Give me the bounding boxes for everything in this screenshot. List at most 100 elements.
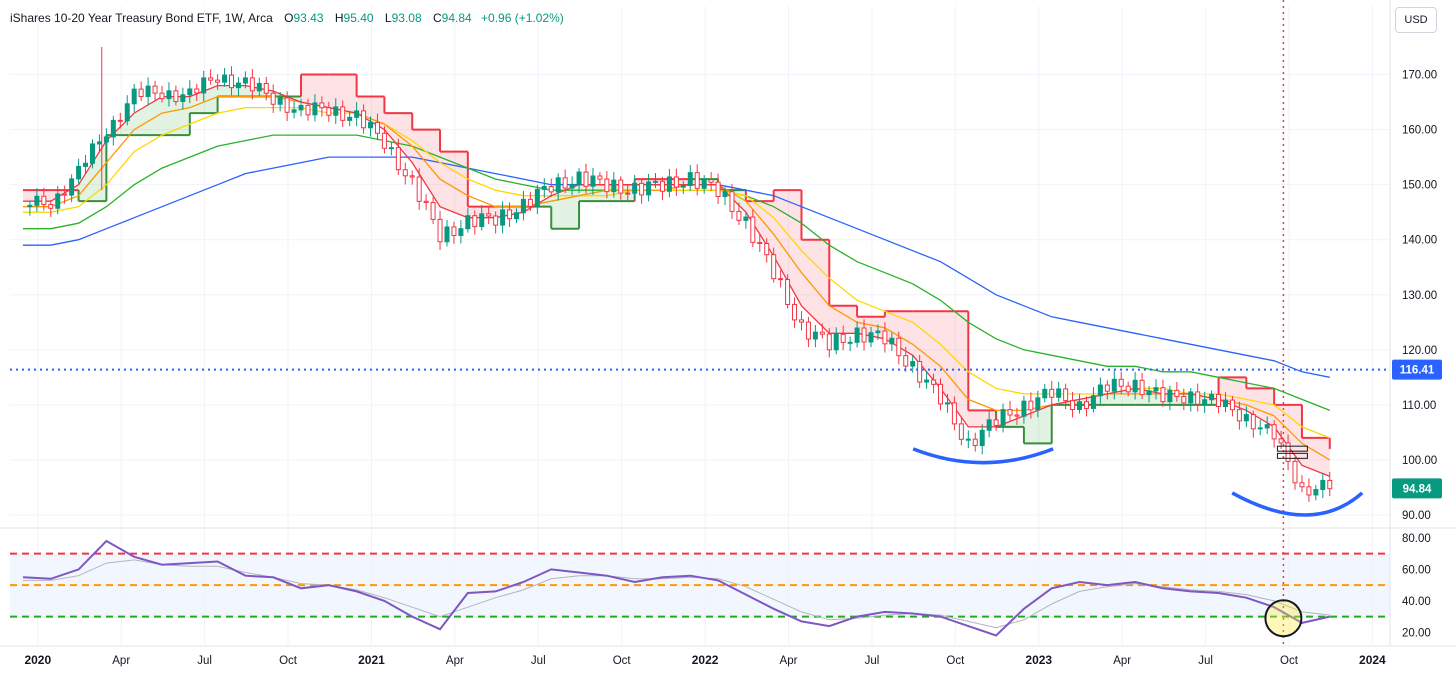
y-tick-label: 130.00 bbox=[1402, 290, 1437, 302]
candle-body bbox=[1132, 379, 1138, 393]
candle-body bbox=[395, 147, 401, 171]
candle-body bbox=[1222, 399, 1228, 407]
candle-body bbox=[847, 341, 853, 344]
candle-body bbox=[882, 330, 888, 345]
candle-body bbox=[326, 107, 332, 116]
candle-body bbox=[437, 218, 443, 243]
candle-body bbox=[896, 337, 902, 357]
cloud-segment bbox=[523, 195, 552, 213]
candle-body bbox=[1153, 387, 1159, 392]
candle-body bbox=[451, 226, 457, 236]
rsi-line-purple bbox=[22, 539, 1331, 637]
candle-body bbox=[680, 184, 686, 188]
candle-body bbox=[1327, 479, 1333, 490]
candle-body bbox=[430, 201, 436, 220]
candle-body bbox=[1000, 409, 1006, 426]
candle-body bbox=[173, 90, 179, 102]
candle-body bbox=[1313, 489, 1319, 496]
candle-body bbox=[1125, 385, 1131, 393]
candle-body bbox=[1306, 486, 1312, 496]
candle-body bbox=[194, 88, 200, 94]
candle-body bbox=[840, 333, 846, 343]
candle-body bbox=[513, 212, 519, 220]
candle-body bbox=[1111, 378, 1117, 392]
candle-body bbox=[208, 77, 214, 81]
candle-body bbox=[1236, 409, 1242, 422]
candle-body bbox=[1070, 400, 1076, 411]
candle-body bbox=[527, 198, 533, 207]
candle-body bbox=[993, 419, 999, 426]
candle-body bbox=[708, 179, 714, 183]
high-value: 95.40 bbox=[343, 11, 374, 25]
candle-body bbox=[1077, 401, 1083, 411]
close-label: C bbox=[432, 11, 442, 25]
candle-body bbox=[493, 215, 499, 226]
candle-body bbox=[1083, 401, 1089, 409]
open-label: O bbox=[284, 11, 294, 25]
candle-body bbox=[319, 102, 325, 109]
candle-body bbox=[1028, 400, 1034, 411]
candle-body bbox=[562, 177, 568, 189]
level-price-tag: 116.41 bbox=[1400, 365, 1435, 377]
candle-body bbox=[1139, 379, 1145, 396]
candle-body bbox=[402, 169, 408, 177]
candle-body bbox=[1216, 393, 1222, 407]
candles bbox=[27, 47, 1333, 502]
candle-body bbox=[263, 83, 269, 94]
cloud-segment bbox=[384, 113, 413, 163]
candle-body bbox=[409, 175, 415, 178]
x-tick-label: 2020 bbox=[24, 653, 51, 667]
x-tick-label: Oct bbox=[946, 655, 965, 667]
candle-body bbox=[861, 327, 867, 343]
candle-body bbox=[1243, 414, 1249, 422]
candle-body bbox=[159, 92, 165, 100]
symbol-title: iShares 10-20 Year Treasury Bond ETF, 1W… bbox=[10, 11, 273, 25]
candle-body bbox=[590, 175, 596, 187]
candle-body bbox=[778, 278, 784, 281]
candle-body bbox=[687, 172, 693, 186]
candle-body bbox=[673, 176, 679, 188]
low-label: L bbox=[384, 11, 392, 25]
candle-body bbox=[1257, 427, 1263, 430]
y-tick-label: 100.00 bbox=[1402, 455, 1437, 467]
y-tick-label: 160.00 bbox=[1402, 125, 1437, 137]
candle-body bbox=[347, 116, 353, 121]
candle-body bbox=[1063, 388, 1069, 402]
candle-body bbox=[1174, 389, 1180, 398]
candle-body bbox=[55, 193, 61, 209]
y-tick-label: 150.00 bbox=[1402, 180, 1437, 192]
candle-body bbox=[1209, 393, 1215, 401]
candle-body bbox=[944, 402, 950, 405]
candle-body bbox=[1299, 482, 1305, 488]
candle-body bbox=[625, 192, 631, 195]
candle-body bbox=[500, 209, 506, 226]
candle-body bbox=[27, 204, 33, 208]
candle-body bbox=[889, 337, 895, 345]
candle-body bbox=[1229, 399, 1235, 411]
candle-body bbox=[96, 141, 102, 145]
candle-body bbox=[1167, 389, 1173, 403]
candle-body bbox=[639, 182, 645, 196]
candle-body bbox=[1007, 409, 1013, 416]
candle-body bbox=[1021, 400, 1027, 417]
x-tick-label: Jul bbox=[197, 655, 212, 667]
price-box bbox=[1276, 452, 1308, 459]
candle-body bbox=[298, 104, 304, 111]
candle-body bbox=[757, 241, 763, 244]
currency-button[interactable]: USD bbox=[1395, 7, 1437, 33]
x-tick-label: 2024 bbox=[1359, 653, 1386, 667]
candle-body bbox=[444, 226, 450, 243]
candle-body bbox=[1056, 388, 1062, 398]
price-box bbox=[1276, 445, 1308, 452]
candle-body bbox=[743, 216, 749, 221]
rsi-tick-label: 60.00 bbox=[1402, 564, 1431, 576]
candle-body bbox=[903, 355, 909, 367]
candle-body bbox=[368, 121, 374, 129]
candle-body bbox=[89, 143, 95, 164]
candle-body bbox=[305, 104, 311, 116]
candle-body bbox=[576, 171, 582, 185]
y-tick-label: 120.00 bbox=[1402, 345, 1437, 357]
candle-body bbox=[958, 423, 964, 440]
